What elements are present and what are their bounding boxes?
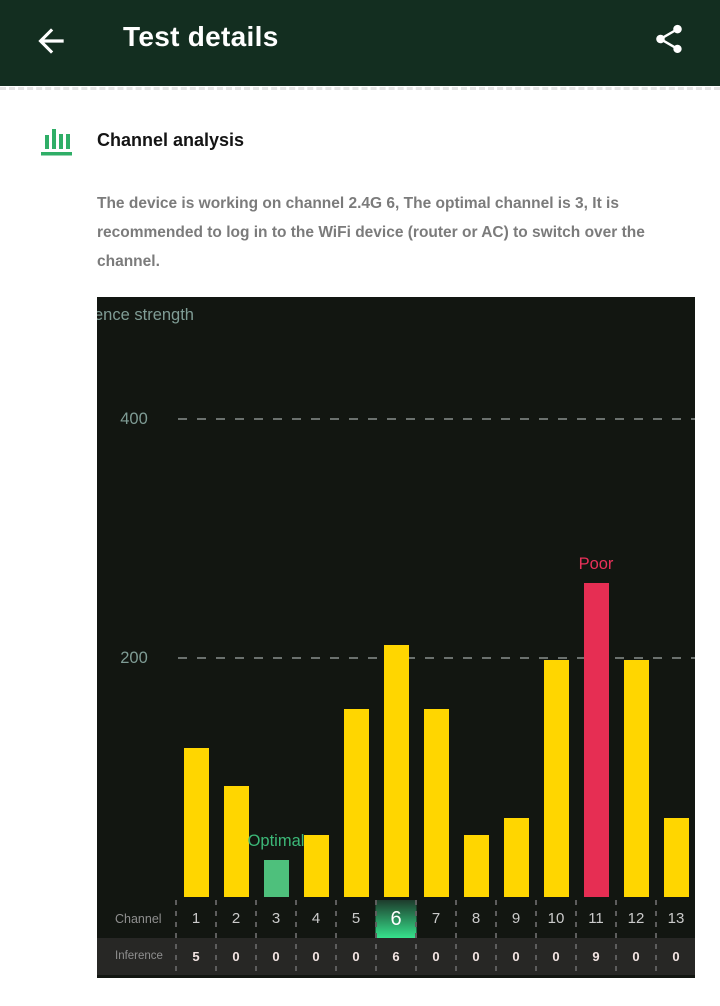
inference-value-2: 0 [232, 949, 240, 964]
app-header: Test details [0, 0, 720, 86]
inference-value-7: 0 [432, 949, 440, 964]
column-separator [535, 900, 537, 974]
inference-value-1: 5 [192, 949, 200, 964]
y-axis-title: ence strength [97, 306, 194, 324]
bar-channel-11 [584, 583, 609, 897]
bar-channel-5 [344, 709, 369, 897]
channel-label-8[interactable]: 8 [471, 910, 481, 927]
share-button[interactable] [644, 13, 694, 65]
channel-label-4[interactable]: 4 [311, 910, 321, 927]
bar-chart-icon [34, 124, 76, 163]
inference-value-8: 0 [472, 949, 480, 964]
channel-label-12[interactable]: 12 [627, 910, 645, 927]
gridline-200 [178, 657, 695, 659]
channel-label-10[interactable]: 10 [547, 910, 565, 927]
column-separator [575, 900, 577, 974]
section-title: Channel analysis [97, 130, 245, 150]
column-separator [455, 900, 457, 974]
column-separator [335, 900, 337, 974]
inference-value-6: 6 [392, 949, 400, 964]
bar-channel-2 [224, 786, 249, 897]
channel-label-3[interactable]: 3 [271, 910, 281, 927]
current-channel-highlight [375, 900, 417, 938]
column-separator [255, 900, 257, 974]
column-separator [615, 900, 617, 974]
channel-label-9[interactable]: 9 [511, 910, 521, 927]
inference-row-label: Inference [115, 950, 163, 962]
channel-label-11[interactable]: 11 [588, 910, 604, 927]
bar-channel-13 [664, 818, 689, 897]
inference-value-10: 0 [552, 949, 560, 964]
inference-value-3: 0 [272, 949, 280, 964]
y-tick-label-200: 200 [120, 649, 148, 667]
bar-channel-4 [304, 835, 329, 897]
bar-channel-1 [184, 748, 209, 897]
page-title: Test details [123, 21, 279, 52]
channel-label-1[interactable]: 1 [191, 910, 201, 927]
column-separator [175, 900, 177, 974]
gridline-400 [178, 418, 695, 420]
channel-row-label: Channel [115, 912, 162, 926]
share-icon [656, 24, 682, 54]
back-arrow-icon [38, 28, 64, 54]
section-description: The device is working on channel 2.4G 6,… [97, 195, 645, 270]
bar-channel-12 [624, 660, 649, 897]
inference-value-13: 0 [672, 949, 680, 964]
annotation-optimal: Optimal [247, 832, 305, 850]
channel-label-7[interactable]: 7 [431, 910, 441, 927]
back-button[interactable] [28, 18, 74, 64]
channel-label-13[interactable]: 13 [667, 910, 685, 927]
inference-value-5: 0 [352, 949, 360, 964]
column-separator [415, 900, 417, 974]
column-separator [215, 900, 217, 974]
column-separator [655, 900, 657, 974]
inference-value-11: 9 [592, 949, 600, 964]
inference-value-9: 0 [512, 949, 520, 964]
channel-label-5[interactable]: 5 [351, 910, 361, 927]
header-divider [0, 87, 720, 90]
y-tick-label-400: 400 [120, 410, 148, 428]
bar-channel-8 [464, 835, 489, 897]
channel-chart: ence strength Channel Inference 200 400 1 5… [97, 297, 695, 978]
channel-label-2[interactable]: 2 [231, 910, 241, 927]
bar-channel-6 [384, 645, 409, 897]
column-separator [375, 900, 377, 974]
inference-row-background [97, 938, 695, 975]
bar-channel-10 [544, 660, 569, 897]
annotation-poor: Poor [578, 555, 614, 573]
bar-channel-7 [424, 709, 449, 897]
column-separator [295, 900, 297, 974]
bar-channel-3 [264, 860, 289, 897]
column-separator [495, 900, 497, 974]
inference-value-12: 0 [632, 949, 640, 964]
inference-value-4: 0 [312, 949, 320, 964]
bar-channel-9 [504, 818, 529, 897]
channel-label-6[interactable]: 6 [390, 908, 402, 930]
